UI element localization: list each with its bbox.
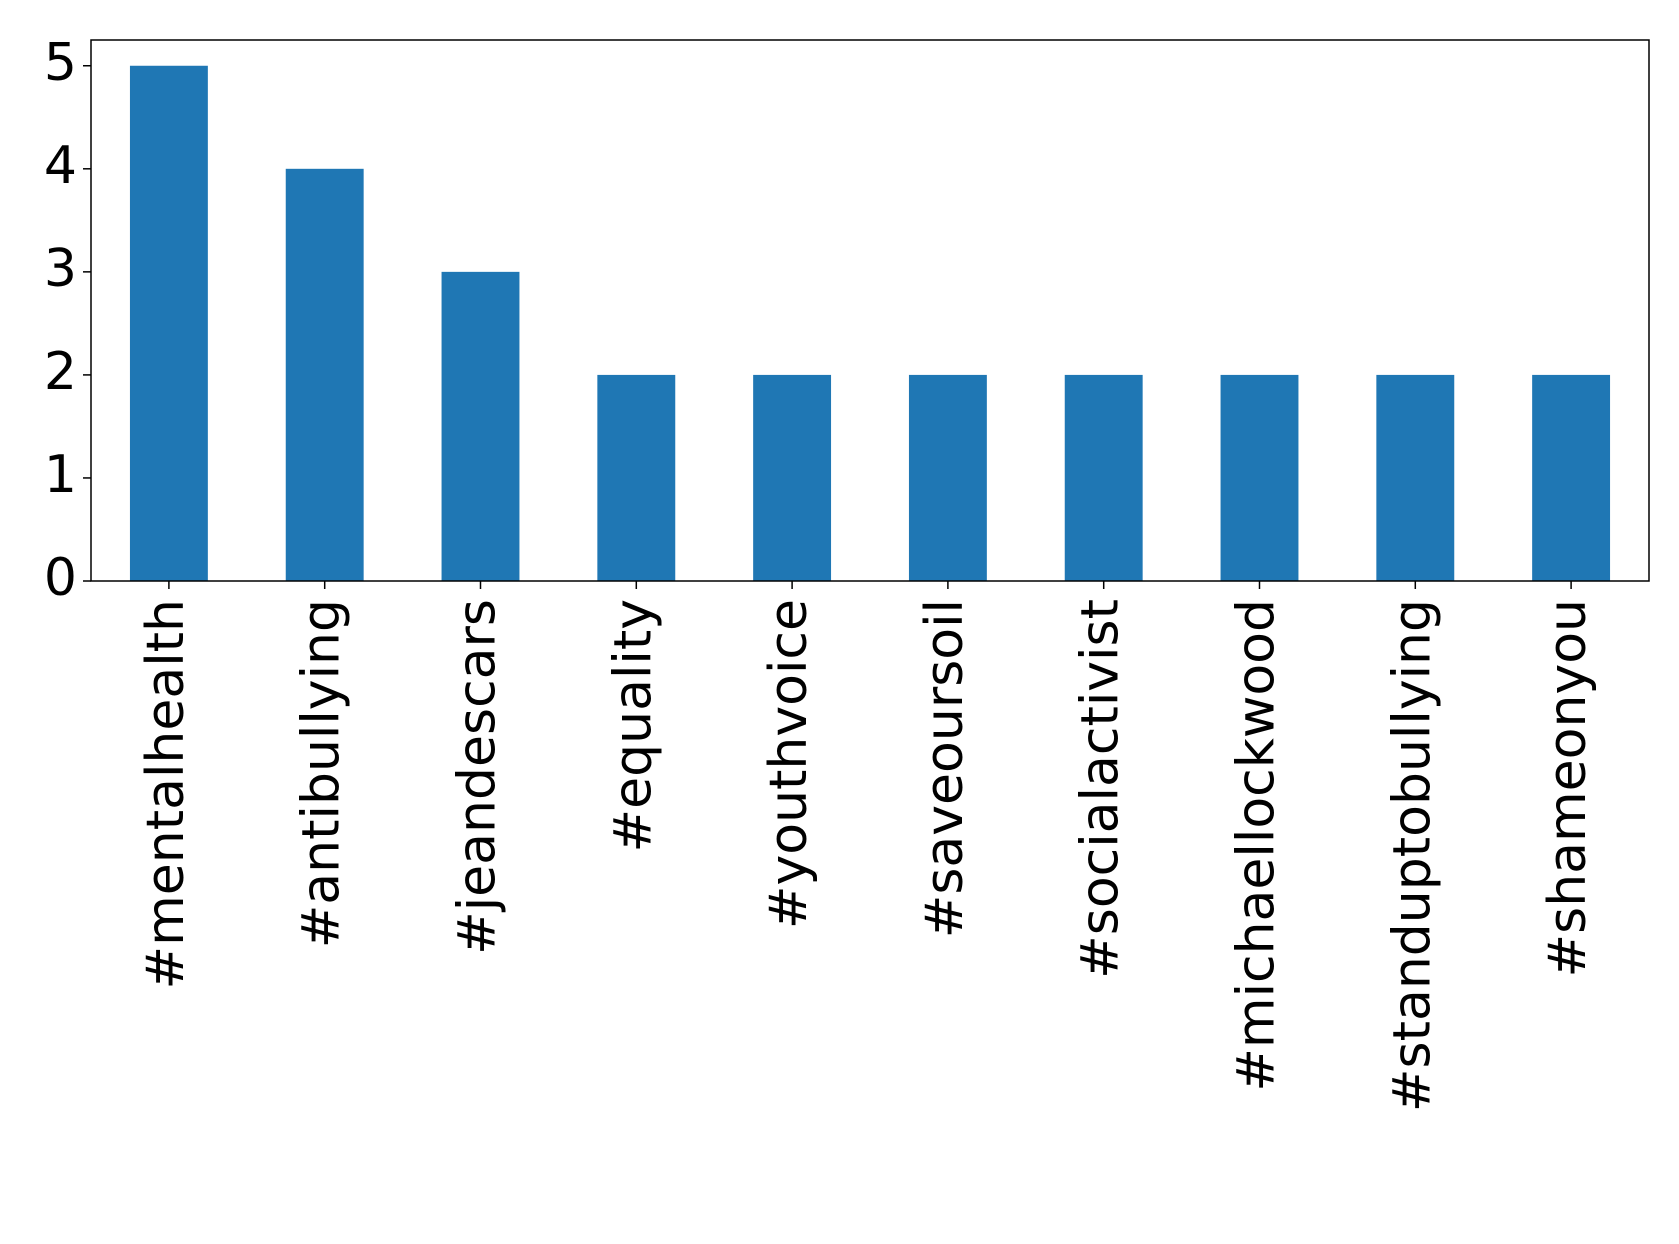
bar: [1376, 374, 1455, 581]
bar: [908, 374, 987, 581]
x-tick-label: #saveoursoil: [915, 599, 975, 938]
x-tick-label: #michaellockwood: [1227, 599, 1287, 1092]
y-tick-label: 1: [44, 445, 77, 505]
x-tick-label: #mentalhealth: [136, 599, 196, 989]
bar: [285, 168, 364, 582]
y-tick-label: 4: [44, 136, 77, 196]
x-tick-label: #youthvoice: [759, 599, 819, 929]
x-tick-label: #antibullying: [292, 599, 352, 948]
x-tick-label: #equality: [603, 599, 663, 852]
bar: [129, 65, 208, 581]
y-tick-label: 2: [44, 342, 77, 402]
bar: [597, 374, 676, 581]
x-tick-label: #jeandescars: [448, 599, 508, 955]
bar: [441, 271, 520, 581]
bar: [1532, 374, 1611, 581]
bar: [1064, 374, 1143, 581]
x-tick-label: #standuptobullying: [1382, 599, 1442, 1112]
x-tick-label: #shameonyou: [1538, 599, 1598, 977]
bar: [1220, 374, 1299, 581]
bar: [753, 374, 832, 581]
y-tick-label: 3: [44, 239, 77, 299]
plot-frame: [90, 39, 1650, 582]
x-tick-label: #socialactivist: [1071, 599, 1131, 979]
y-tick-label: 5: [44, 33, 77, 93]
y-tick-label: 0: [44, 548, 77, 608]
